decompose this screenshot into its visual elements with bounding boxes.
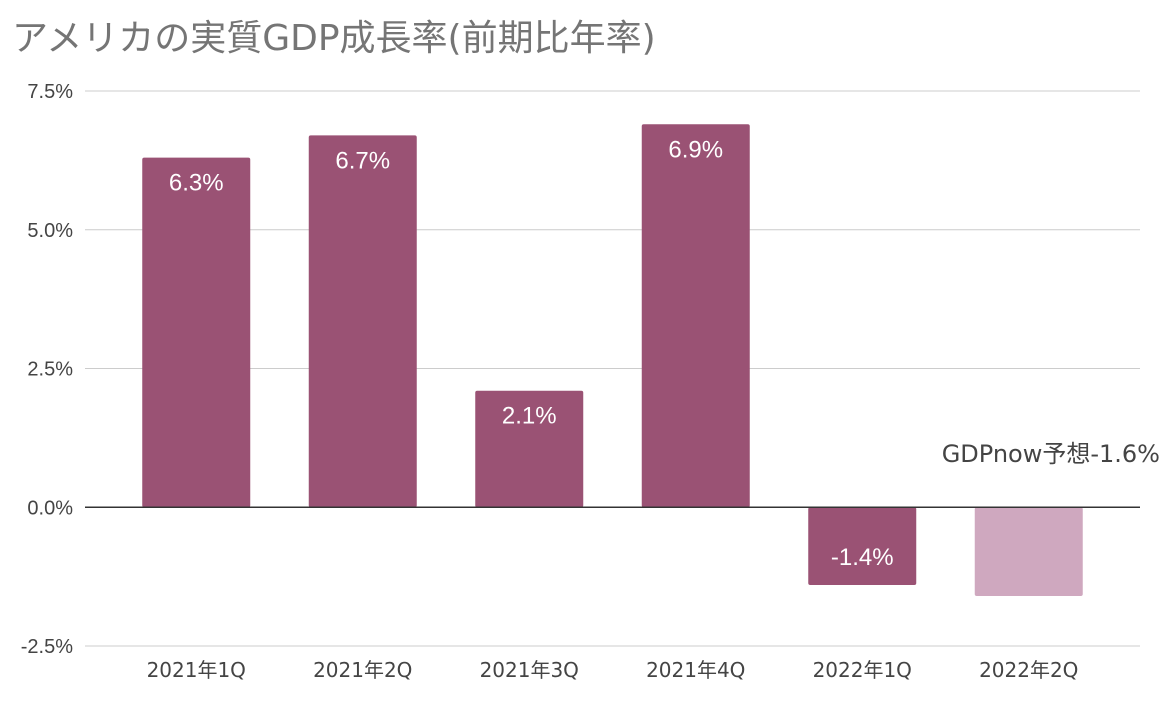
y-tick-label: 5.0% — [27, 220, 73, 242]
y-tick-label: -2.5% — [21, 636, 73, 658]
data-label: 6.9% — [668, 136, 723, 163]
y-axis-tick-labels: 7.5% 5.0% 2.5% 0.0% -2.5% — [21, 81, 73, 658]
x-tick-label: 2021年4Q — [646, 658, 745, 682]
y-tick-label: 0.0% — [27, 497, 73, 519]
x-tick-label: 2021年2Q — [313, 658, 412, 682]
x-tick-label: 2022年1Q — [813, 658, 912, 682]
data-label: 2.1% — [502, 403, 557, 430]
data-labels: 6.3% 6.7% 2.1% 6.9% -1.4% GDPnow予想-1.6% — [169, 136, 1160, 571]
bar — [475, 390, 584, 508]
bar — [808, 507, 917, 585]
data-label: -1.4% — [831, 544, 894, 571]
data-label: 6.3% — [169, 170, 224, 197]
y-tick-label: 7.5% — [27, 81, 73, 103]
y-tick-label: 2.5% — [27, 359, 73, 381]
gridlines — [85, 90, 1140, 647]
x-axis-tick-labels: 2021年1Q 2021年2Q 2021年3Q 2021年4Q 2022年1Q 2022年… — [147, 658, 1079, 682]
x-tick-label: 2022年2Q — [979, 658, 1078, 682]
data-label: 6.7% — [335, 147, 390, 174]
data-label: GDPnow予想-1.6% — [942, 440, 1160, 468]
chart-title: アメリカの実質GDP成長率(前期比年率) — [12, 18, 656, 59]
x-tick-label: 2021年1Q — [147, 658, 246, 682]
x-tick-label: 2021年3Q — [480, 658, 579, 682]
bars — [142, 124, 1083, 597]
bar — [308, 135, 417, 508]
bar — [974, 507, 1083, 597]
bar — [641, 124, 750, 508]
bar — [142, 157, 251, 508]
